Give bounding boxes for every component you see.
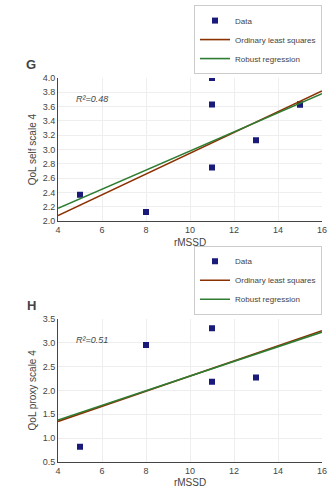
svg-text:Data: Data (235, 257, 252, 266)
svg-text:1.5: 1.5 (43, 409, 56, 419)
svg-text:Data: Data (235, 17, 252, 26)
svg-text:2.6: 2.6 (43, 173, 56, 183)
svg-text:QoL proxy scale 4: QoL proxy scale 4 (27, 350, 38, 431)
svg-text:8: 8 (143, 225, 148, 235)
svg-text:10: 10 (185, 466, 195, 476)
svg-text:Robust regression: Robust regression (235, 55, 300, 64)
svg-text:4.0: 4.0 (43, 73, 56, 83)
svg-text:H: H (27, 298, 36, 313)
svg-text:Ordinary least squares: Ordinary least squares (235, 276, 315, 285)
svg-text:2.0: 2.0 (43, 216, 56, 226)
svg-text:rMSSD: rMSSD (174, 477, 206, 488)
svg-text:6: 6 (99, 225, 104, 235)
svg-text:14: 14 (273, 225, 283, 235)
svg-text:2.0: 2.0 (43, 386, 56, 396)
svg-text:1.0: 1.0 (43, 433, 56, 443)
svg-text:QoL self scale 4: QoL self scale 4 (27, 114, 38, 186)
svg-text:3.4: 3.4 (43, 116, 56, 126)
svg-text:16: 16 (317, 466, 327, 476)
svg-text:Ordinary least squares: Ordinary least squares (235, 36, 315, 45)
svg-text:2.5: 2.5 (43, 362, 56, 372)
svg-text:4: 4 (55, 466, 60, 476)
svg-text:3.6: 3.6 (43, 102, 56, 112)
svg-text:12: 12 (229, 466, 239, 476)
svg-text:14: 14 (273, 466, 283, 476)
svg-text:3.8: 3.8 (43, 87, 56, 97)
svg-text:4: 4 (55, 225, 60, 235)
svg-text:0.5: 0.5 (43, 457, 56, 467)
svg-text:2.2: 2.2 (43, 202, 56, 212)
svg-text:3.5: 3.5 (43, 314, 56, 324)
svg-text:6: 6 (99, 466, 104, 476)
svg-text:3.0: 3.0 (43, 145, 56, 155)
svg-text:R²=0.48: R²=0.48 (76, 94, 108, 104)
svg-text:10: 10 (185, 225, 195, 235)
svg-text:2.8: 2.8 (43, 159, 56, 169)
svg-text:12: 12 (229, 225, 239, 235)
svg-text:R²=0.51: R²=0.51 (76, 335, 108, 345)
svg-text:3.0: 3.0 (43, 338, 56, 348)
svg-text:rMSSD: rMSSD (174, 237, 206, 248)
svg-text:3.2: 3.2 (43, 130, 56, 140)
svg-text:2.4: 2.4 (43, 188, 56, 198)
svg-text:8: 8 (143, 466, 148, 476)
svg-text:Robust regression: Robust regression (235, 295, 300, 304)
svg-text:G: G (26, 57, 36, 72)
svg-text:16: 16 (317, 225, 327, 235)
